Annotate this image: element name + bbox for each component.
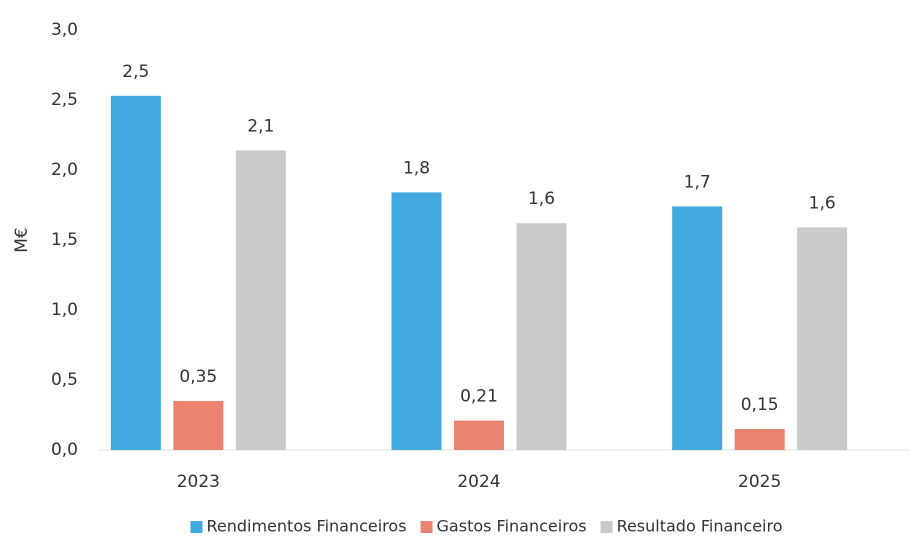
y-tick-label: 1,0 xyxy=(51,300,78,320)
y-tick-label: 0,0 xyxy=(51,440,78,460)
data-label: 1,8 xyxy=(403,158,430,178)
bar xyxy=(454,420,504,450)
y-tick-label: 2,0 xyxy=(51,160,78,180)
data-label: 1,7 xyxy=(684,172,711,192)
data-label: 0,15 xyxy=(741,395,779,415)
y-tick-label: 3,0 xyxy=(51,20,78,40)
bar xyxy=(391,192,442,450)
legend-label: Resultado Financeiro xyxy=(617,517,783,536)
y-tick-label: 2,5 xyxy=(51,90,78,110)
data-label: 0,21 xyxy=(460,387,498,407)
legend-label: Rendimentos Financeiros xyxy=(206,517,406,536)
legend: Rendimentos Financeiros Gastos Financeiro… xyxy=(190,517,783,536)
legend-swatch xyxy=(190,521,203,533)
legend-swatch xyxy=(600,521,613,533)
bar xyxy=(235,150,286,450)
y-tick-label: 1,5 xyxy=(51,230,78,250)
bar xyxy=(734,429,785,450)
bar xyxy=(173,401,224,450)
bar xyxy=(672,206,723,450)
x-tick-label: 2025 xyxy=(738,472,781,492)
x-tick-label: 2024 xyxy=(457,472,500,492)
legend-label: Gastos Financeiros xyxy=(437,517,587,536)
y-tick-label: 0,5 xyxy=(51,370,78,390)
x-tick-label: 2023 xyxy=(177,472,220,492)
data-label: 2,5 xyxy=(122,62,149,82)
bar xyxy=(516,223,567,450)
data-label: 0,35 xyxy=(179,367,217,387)
legend-swatch xyxy=(420,521,433,533)
bar xyxy=(797,227,848,450)
bar xyxy=(110,95,161,451)
data-label: 1,6 xyxy=(528,189,555,209)
data-label: 2,1 xyxy=(247,116,274,136)
y-axis-title: M€ xyxy=(12,227,32,252)
data-label: 1,6 xyxy=(809,193,836,213)
